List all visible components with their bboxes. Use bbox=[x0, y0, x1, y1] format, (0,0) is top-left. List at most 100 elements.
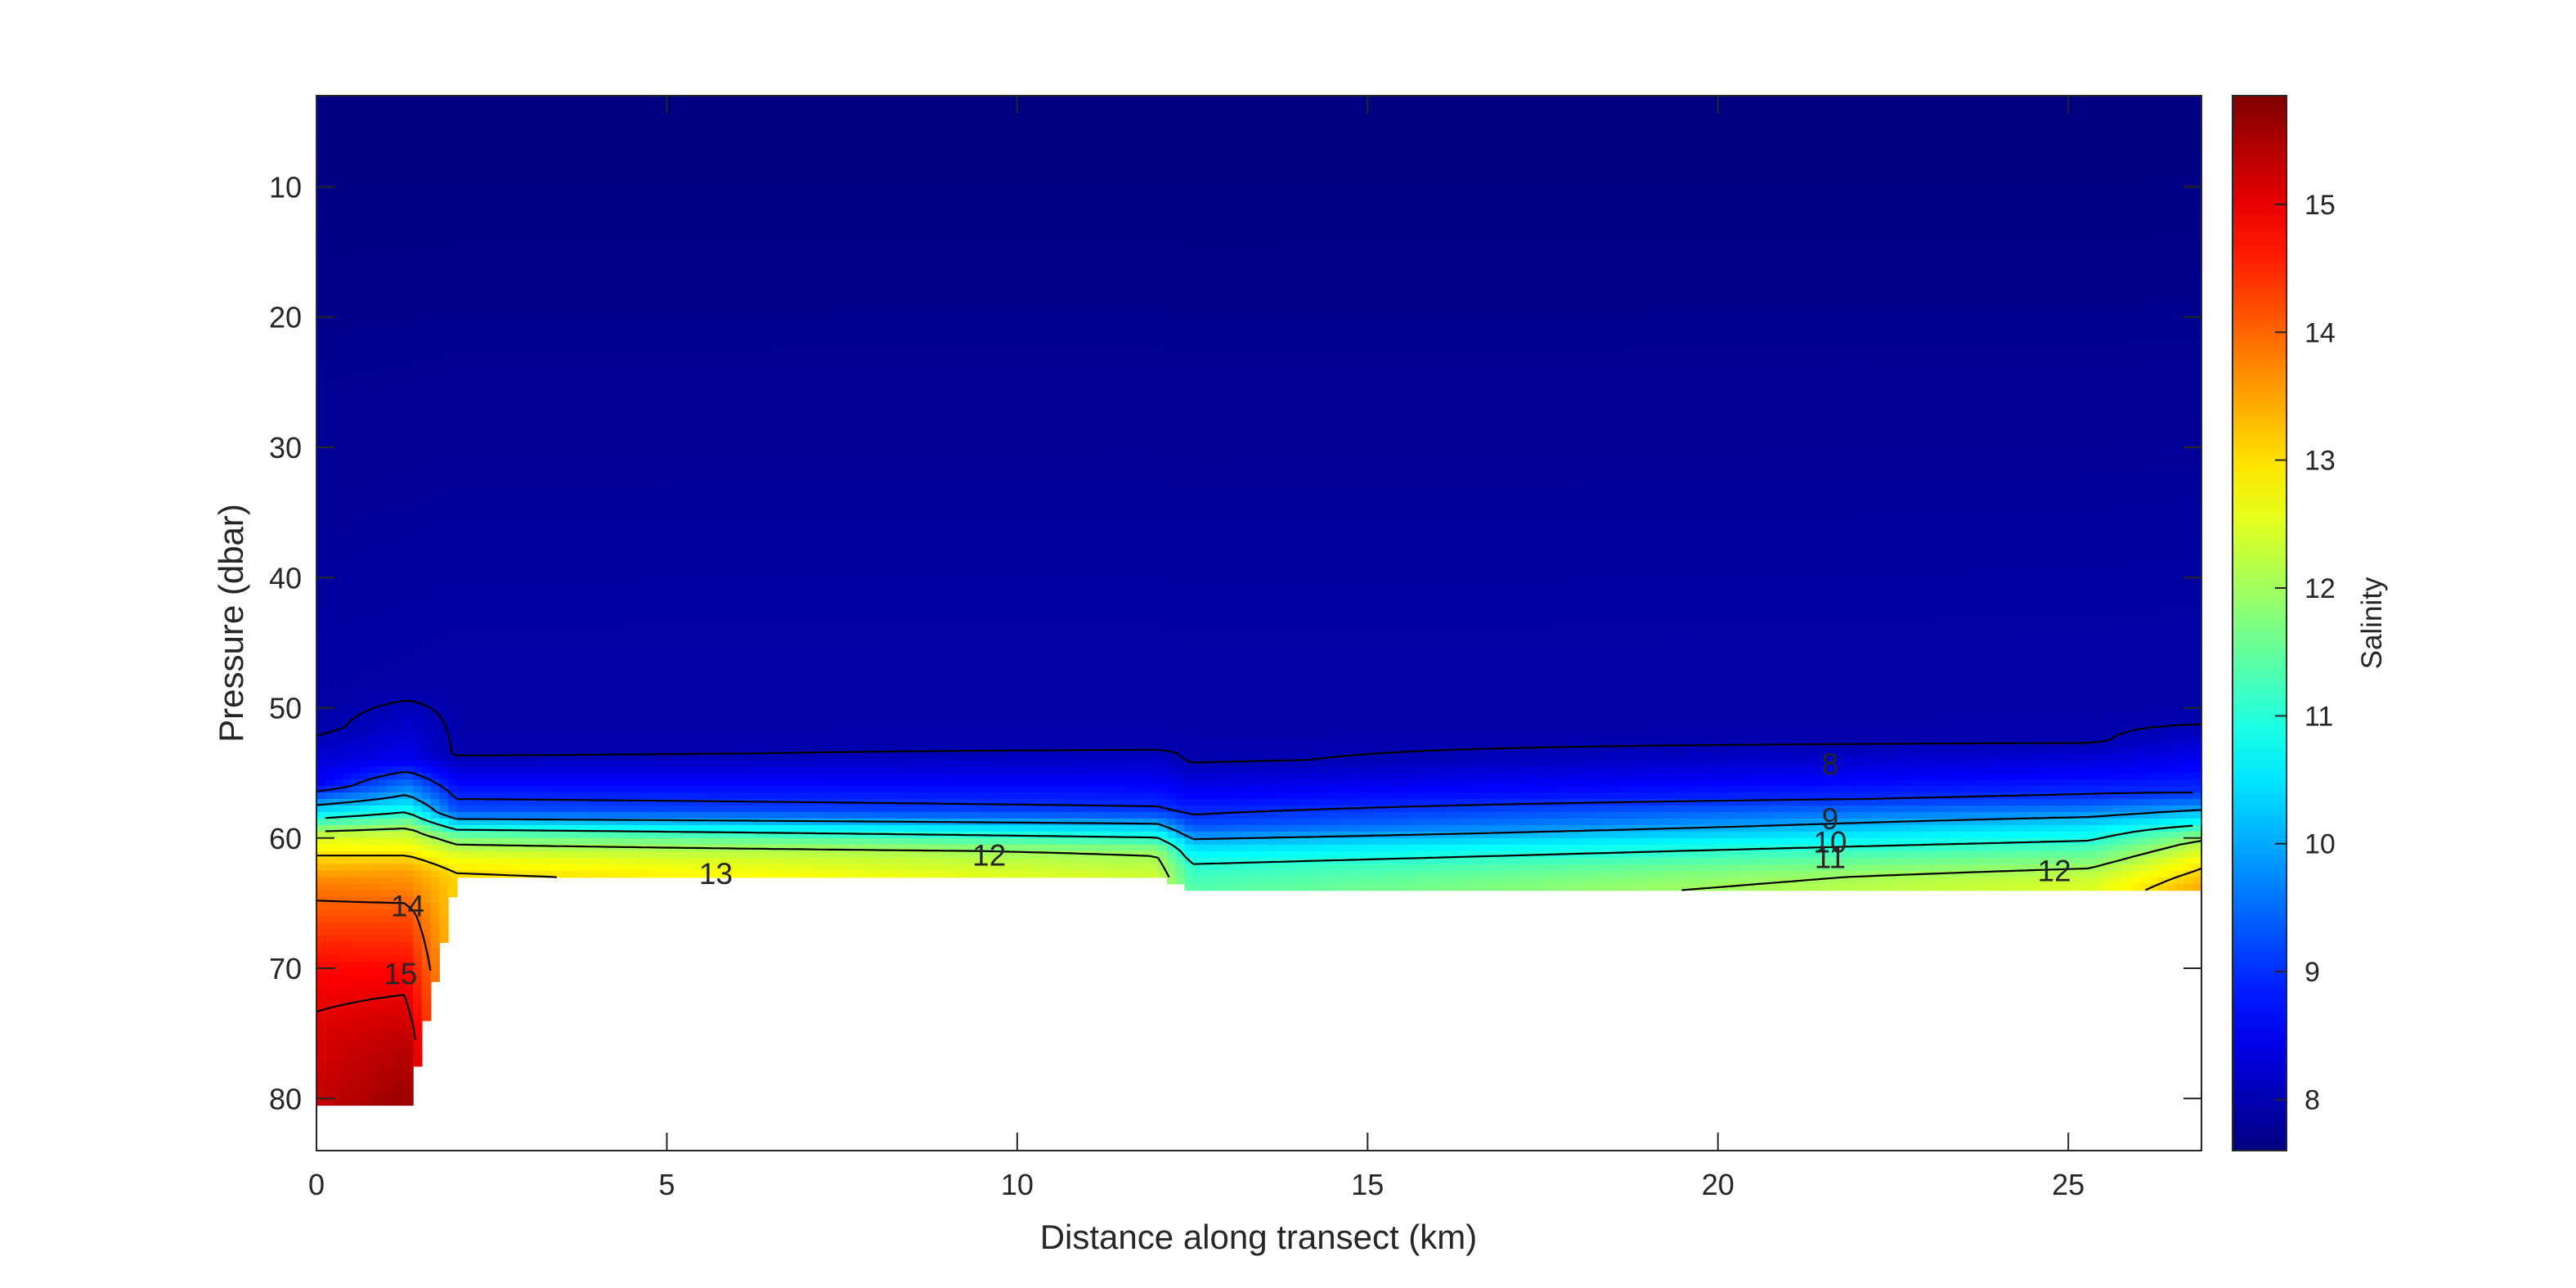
salinity-cell bbox=[2113, 121, 2124, 129]
salinity-cell bbox=[991, 239, 1001, 246]
salinity-cell bbox=[1596, 108, 1606, 116]
salinity-cell bbox=[1780, 219, 1790, 227]
salinity-cell bbox=[1158, 96, 1168, 103]
salinity-cell bbox=[913, 128, 922, 136]
salinity-cell bbox=[1851, 226, 1860, 234]
salinity-cell bbox=[439, 219, 449, 227]
salinity-cell bbox=[877, 193, 887, 201]
salinity-cell bbox=[1578, 239, 1589, 246]
salinity-cell bbox=[1955, 121, 1966, 129]
salinity-cell bbox=[1622, 128, 1632, 136]
salinity-cell bbox=[904, 226, 913, 234]
salinity-cell bbox=[1999, 186, 2009, 195]
salinity-cell bbox=[1026, 200, 1036, 208]
salinity-cell bbox=[2131, 206, 2141, 214]
salinity-cell bbox=[1964, 121, 1974, 129]
salinity-cell bbox=[1149, 108, 1159, 116]
salinity-cell bbox=[956, 193, 967, 201]
salinity-cell bbox=[2174, 154, 2185, 162]
salinity-cell bbox=[1561, 186, 1571, 195]
salinity-cell bbox=[913, 167, 922, 175]
salinity-cell bbox=[1351, 114, 1361, 123]
salinity-cell bbox=[456, 141, 466, 149]
salinity-cell bbox=[886, 239, 896, 246]
salinity-cell bbox=[1079, 173, 1089, 182]
salinity-cell bbox=[1903, 160, 1913, 168]
salinity-cell bbox=[1324, 239, 1335, 246]
salinity-cell bbox=[369, 160, 379, 168]
salinity-cell bbox=[1964, 147, 1974, 155]
salinity-cell bbox=[1105, 219, 1115, 227]
salinity-cell bbox=[947, 128, 958, 136]
salinity-cell bbox=[1140, 114, 1151, 123]
salinity-cell bbox=[1097, 114, 1106, 123]
salinity-cell bbox=[2105, 193, 2115, 201]
salinity-cell bbox=[1175, 141, 1186, 149]
salinity-cell bbox=[1456, 226, 1466, 234]
salinity-cell bbox=[491, 226, 501, 234]
salinity-cell bbox=[2087, 213, 2098, 221]
salinity-cell bbox=[482, 226, 493, 234]
salinity-cell bbox=[824, 121, 835, 129]
salinity-cell bbox=[588, 96, 598, 103]
salinity-cell bbox=[1640, 96, 1650, 103]
salinity-cell bbox=[1298, 114, 1308, 123]
salinity-cell bbox=[1132, 193, 1142, 201]
salinity-cell bbox=[859, 193, 870, 201]
salinity-cell bbox=[1886, 102, 1896, 110]
salinity-cell bbox=[859, 154, 870, 162]
salinity-cell bbox=[474, 245, 484, 253]
salinity-cell bbox=[1710, 167, 1721, 175]
salinity-cell bbox=[2070, 141, 2080, 149]
salinity-cell bbox=[1894, 180, 1905, 188]
salinity-cell bbox=[1806, 114, 1817, 123]
salinity-cell bbox=[1824, 160, 1834, 168]
salinity-cell bbox=[1123, 232, 1133, 240]
salinity-cell bbox=[1710, 180, 1721, 188]
salinity-cell bbox=[1324, 213, 1335, 221]
salinity-cell bbox=[1219, 147, 1229, 155]
salinity-cell bbox=[1578, 206, 1589, 214]
salinity-cell bbox=[1088, 173, 1097, 182]
salinity-cell bbox=[1482, 239, 1492, 246]
salinity-cell bbox=[1693, 180, 1703, 188]
salinity-cell bbox=[1245, 114, 1255, 123]
salinity-cell bbox=[859, 173, 870, 182]
salinity-cell bbox=[939, 180, 949, 188]
salinity-cell bbox=[491, 160, 501, 168]
salinity-cell bbox=[807, 219, 817, 227]
salinity-cell bbox=[1667, 167, 1676, 175]
salinity-cell bbox=[693, 173, 703, 182]
salinity-cell bbox=[412, 173, 423, 182]
salinity-cell bbox=[1009, 173, 1019, 182]
salinity-cell bbox=[1088, 167, 1097, 175]
salinity-cell bbox=[904, 213, 913, 221]
salinity-cell bbox=[1605, 206, 1615, 214]
salinity-cell bbox=[509, 121, 519, 129]
salinity-cell bbox=[562, 226, 572, 234]
salinity-cell bbox=[711, 121, 720, 129]
salinity-cell bbox=[395, 180, 405, 188]
salinity-cell bbox=[1658, 219, 1667, 227]
salinity-cell bbox=[1017, 193, 1028, 201]
salinity-cell bbox=[833, 96, 843, 103]
salinity-cell bbox=[1079, 232, 1089, 240]
salinity-cell bbox=[711, 108, 720, 116]
salinity-cell bbox=[2148, 239, 2159, 246]
salinity-cell bbox=[1728, 232, 1738, 240]
salinity-cell bbox=[1517, 121, 1528, 129]
salinity-cell bbox=[1474, 206, 1483, 214]
salinity-cell bbox=[474, 108, 484, 116]
salinity-cell bbox=[1272, 206, 1282, 214]
salinity-cell bbox=[1780, 102, 1790, 110]
salinity-cell bbox=[1000, 102, 1010, 110]
salinity-cell bbox=[605, 147, 616, 155]
salinity-cell bbox=[1132, 206, 1142, 214]
salinity-cell bbox=[2008, 147, 2018, 155]
salinity-cell bbox=[1517, 232, 1528, 240]
salinity-cell bbox=[1324, 160, 1335, 168]
salinity-cell bbox=[816, 193, 826, 201]
salinity-cell bbox=[1631, 154, 1641, 162]
salinity-cell bbox=[1149, 206, 1159, 214]
salinity-cell bbox=[974, 226, 984, 234]
